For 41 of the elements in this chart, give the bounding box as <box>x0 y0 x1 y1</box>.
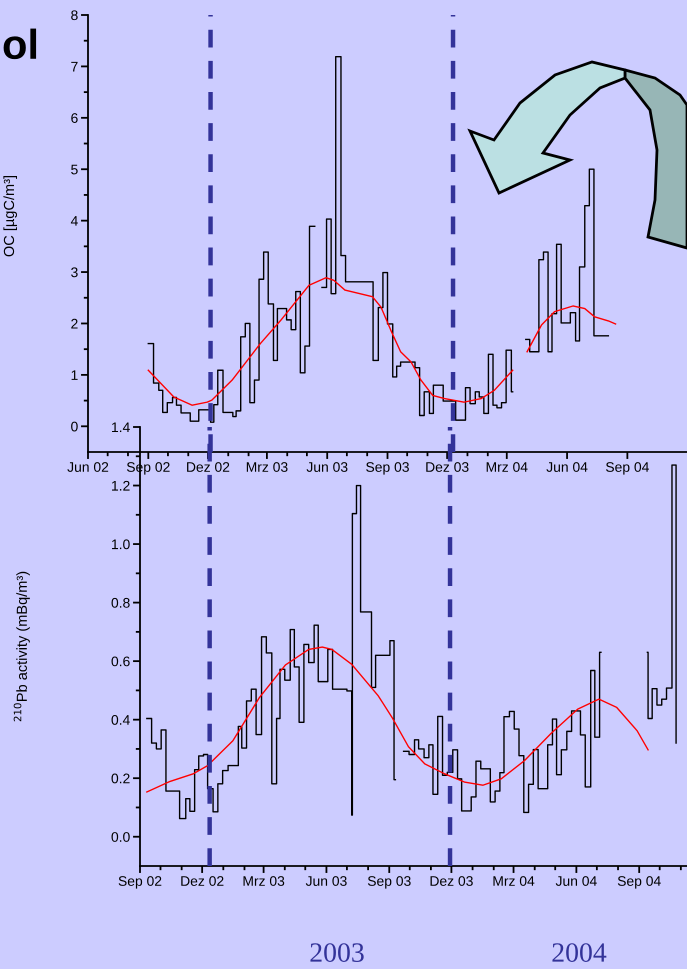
x-tick-label: Mrz 03 <box>246 462 288 472</box>
chart-title: ol <box>4 28 36 60</box>
y-tick-label: 0.0 <box>112 832 130 842</box>
y-tick-label: 1.2 <box>112 480 130 491</box>
y-tick-label: 3 <box>71 267 78 278</box>
x-tick-label: Jun 04 <box>556 876 597 886</box>
x-tick-label: Sep 03 <box>368 876 411 889</box>
x-tick-label: Sep 04 <box>606 462 649 475</box>
x-tick-label: Dez 03 <box>426 462 469 472</box>
y-tick-label: 5 <box>71 164 78 174</box>
x-tick-label: Dez 02 <box>181 876 224 886</box>
text: 2004 <box>552 943 606 962</box>
y-tick-label: 4 <box>70 216 78 226</box>
y-tick-label: 7 <box>71 62 78 72</box>
y-tick-label: 0 <box>71 422 78 432</box>
x-tick-label: Dez 03 <box>430 876 473 886</box>
y-tick-label: 1 <box>72 370 78 380</box>
y-axis-title: $^{210}$Pb activity (mBq/m³) <box>14 572 30 722</box>
y-tick-label: 1.0 <box>112 539 130 550</box>
y-tick-label: 0.6 <box>112 656 130 666</box>
line-series <box>146 646 649 793</box>
y-tick-label: 0.8 <box>112 598 130 608</box>
x-tick-label: Mrz 04 <box>486 462 528 472</box>
x-tick-label: Sep 03 <box>366 462 409 475</box>
x-tick-label: Sep 04 <box>618 876 661 889</box>
y-tick-label: 8 <box>71 10 78 20</box>
x-tick-label: Jun 03 <box>306 876 347 886</box>
y-tick-label: 0.2 <box>112 774 130 784</box>
y-tick-label: 6 <box>71 113 78 123</box>
x-tick-label: Jun 03 <box>306 462 348 472</box>
x-tick-label: Sep 02 <box>118 876 162 889</box>
x-tick-label: Dez 02 <box>187 462 230 472</box>
text: 2003 <box>310 943 364 962</box>
y-tick-label: 2 <box>71 318 78 329</box>
y-tick-label: 1.4 <box>112 422 130 432</box>
y-axis-title: OC [µgC/m³] <box>3 176 17 256</box>
x-tick-label: Mrz 03 <box>244 876 284 886</box>
y-tick-label: 0.4 <box>112 715 130 725</box>
x-tick-label: Jun 04 <box>546 462 588 472</box>
x-tick-label: Jun 02 <box>67 462 108 472</box>
x-tick-label: Mrz 04 <box>493 876 534 886</box>
